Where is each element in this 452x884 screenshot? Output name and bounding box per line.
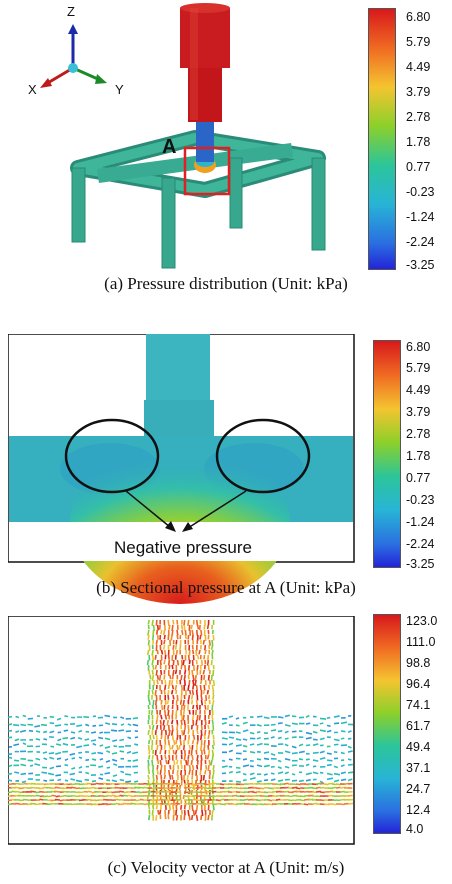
axis-y-label: Y [115,82,124,97]
panel-c: 123.0 111.0 98.8 96.4 74.1 61.7 49.4 37.… [0,600,452,884]
colorbar-b-tick: 0.77 [406,471,431,485]
panel-a: Z X Y A 6.80 5.79 4.49 3.79 2.78 1.78 0.… [0,0,452,300]
colorbar-b-tick: -0.23 [406,493,435,507]
colorbar-b-tick: 1.78 [406,449,431,463]
colorbar-c-tick: 111.0 [406,635,436,649]
negative-pressure-ring-right [215,418,311,494]
sectional-pressure-plot [8,334,355,604]
panel-b: Negative pressure 6.80 5.79 4.49 3.79 2.… [0,300,452,604]
colorbar-b-tick: -3.25 [406,557,435,571]
colorbar-a-tick: 4.49 [406,60,431,74]
colorbar-a-tick: 3.79 [406,85,431,99]
colorbar-a-tick: 1.78 [406,135,431,149]
colorbar-a-tick: 2.78 [406,110,431,124]
colorbar-a-tick: -2.24 [406,235,435,249]
colorbar-b-tick: 3.79 [406,405,431,419]
colorbar-b-tick: -1.24 [406,515,435,529]
point-a-label: A [162,136,177,158]
colorbar-a-tick: 0.77 [406,160,431,174]
colorbar-b-tick: 2.78 [406,427,431,441]
colorbar-c-tick: 98.8 [406,656,431,670]
highlight-box [183,146,231,196]
pipe-frame [70,130,326,269]
colorbar-a-tick: -1.24 [406,210,435,224]
colorbar-b-tick: 5.79 [406,361,431,375]
colorbar-a-tick: 6.80 [406,10,431,24]
axes-triad [40,24,107,88]
colorbar-b-tick: 6.80 [406,340,431,354]
negative-pressure-label: Negative pressure [114,538,252,557]
colorbar-c-tick: 74.1 [406,698,431,712]
pressure-3d-model [40,3,326,269]
colorbar-c-tick: 4.0 [406,822,424,836]
colorbar-a-tick: -0.23 [406,185,435,199]
colorbar-a-tick: -3.25 [406,258,435,272]
colorbar-c-tick: 37.1 [406,761,431,775]
colorbar-b-tick: -2.24 [406,537,435,551]
colorbar-a: 6.80 5.79 4.49 3.79 2.78 1.78 0.77 -0.23… [368,8,452,272]
nozzle [180,3,230,162]
colorbar-c-tick: 61.7 [406,719,431,733]
axis-z-label: Z [67,4,75,19]
axis-x-label: X [28,82,37,97]
caption-c: (c) Velocity vector at A (Unit: m/s) [107,858,345,877]
colorbar-c-tick: 12.4 [406,803,431,817]
negative-pressure-ring-left [64,418,160,494]
colorbar-c-tick: 123.0 [406,614,438,628]
caption-a: (a) Pressure distribution (Unit: kPa) [104,274,348,293]
colorbar-c-tick: 24.7 [406,782,431,796]
colorbar-c-tick: 96.4 [406,677,431,691]
velocity-vector-plot [8,616,355,845]
colorbar-c-tick: 49.4 [406,740,431,754]
colorbar-b-tick: 4.49 [406,383,431,397]
colorbar-a-tick: 5.79 [406,35,431,49]
caption-b: (b) Sectional pressure at A (Unit: kPa) [96,578,356,597]
colorbar-c: 123.0 111.0 98.8 96.4 74.1 61.7 49.4 37.… [373,614,452,836]
colorbar-b: 6.80 5.79 4.49 3.79 2.78 1.78 0.77 -0.23… [373,340,452,571]
